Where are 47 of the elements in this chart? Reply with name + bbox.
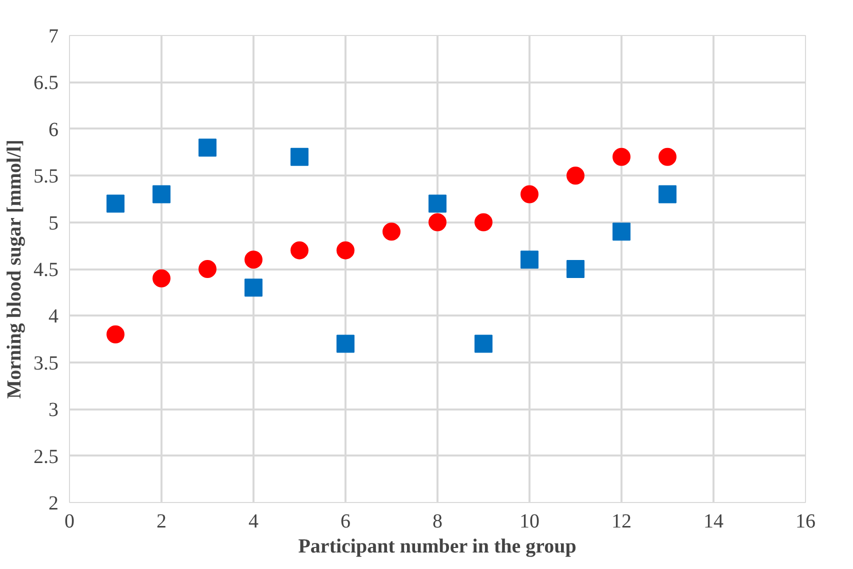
- x-tick-label: 12: [612, 510, 632, 532]
- point: [428, 213, 446, 232]
- x-tick-label: 4: [248, 510, 258, 532]
- point: [612, 148, 630, 166]
- x-axis-title: Participant number in the group: [298, 536, 576, 558]
- point: [198, 138, 216, 157]
- point: [290, 241, 308, 260]
- point: [658, 185, 676, 204]
- point: [198, 260, 216, 278]
- point: [244, 250, 262, 269]
- x-tick-label: 8: [432, 510, 442, 532]
- point: [658, 148, 676, 166]
- point: [428, 194, 446, 213]
- point: [474, 213, 492, 232]
- y-tick-label: 2.5: [34, 446, 58, 468]
- y-tick-label: 3: [48, 399, 58, 422]
- point: [336, 241, 354, 260]
- x-tick-label: 14: [704, 510, 724, 532]
- y-tick-label: 7: [48, 26, 58, 48]
- x-tick-label: 10: [520, 510, 540, 532]
- point: [474, 334, 492, 353]
- point: [520, 185, 538, 204]
- point: [612, 222, 630, 241]
- x-tick-label: 0: [64, 510, 74, 532]
- y-tick-label: 4: [48, 306, 58, 328]
- point: [566, 260, 584, 278]
- x-tick-label: 2: [156, 510, 166, 532]
- point: [336, 334, 354, 353]
- point: [106, 325, 124, 344]
- y-tick-label: 6: [48, 118, 58, 141]
- y-tick-label: 4.5: [34, 259, 58, 281]
- y-tick-label: 5: [48, 212, 58, 234]
- y-tick-label: 5.5: [34, 166, 58, 188]
- x-tick-label: 16: [796, 510, 816, 532]
- x-tick-label: 6: [340, 510, 350, 532]
- y-tick-label: 6.5: [34, 72, 58, 94]
- point: [244, 278, 262, 297]
- point: [152, 185, 170, 204]
- point: [290, 148, 308, 166]
- point: [520, 250, 538, 269]
- point: [382, 222, 400, 241]
- y-tick-label: 2: [48, 492, 58, 514]
- y-tick-label: 3.5: [34, 352, 58, 374]
- point: [152, 269, 170, 288]
- point: [566, 166, 584, 185]
- y-axis-title: Morning blood sugar [mmol/l]: [4, 140, 26, 399]
- point: [106, 194, 124, 213]
